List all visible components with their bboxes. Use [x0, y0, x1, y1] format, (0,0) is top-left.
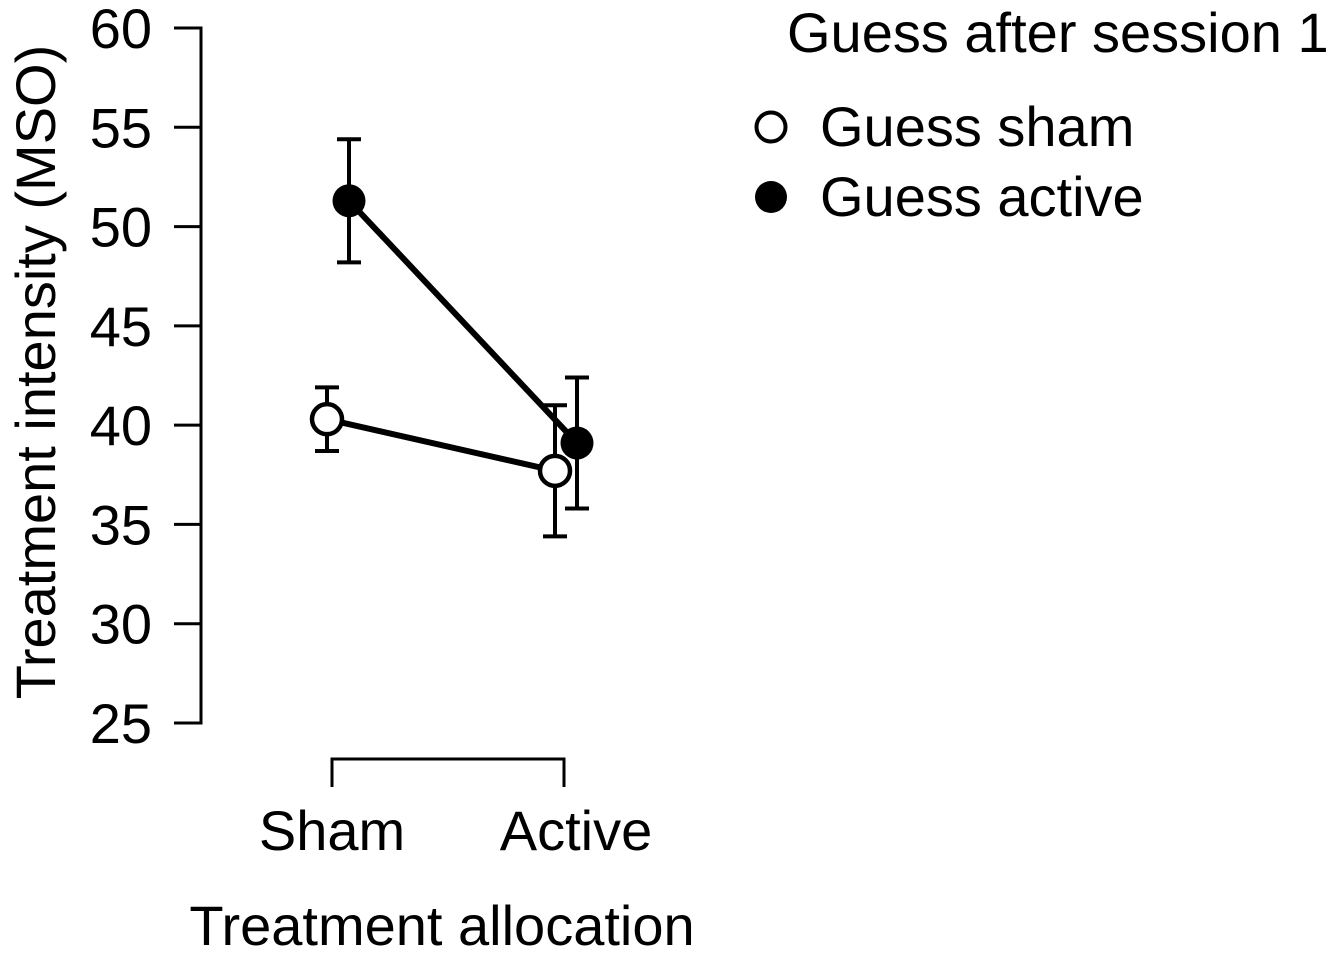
data-point-filled-circle [560, 426, 594, 460]
y-tick-label: 25 [90, 692, 152, 755]
x-category-label: Sham [259, 799, 405, 862]
data-point-open-circle [537, 453, 573, 489]
filled-circle-icon [755, 181, 787, 213]
x-category-label: Active [500, 799, 653, 862]
y-tick-label: 60 [90, 0, 152, 60]
x-axis-title: Treatment allocation [189, 894, 694, 957]
x-axis-bracket [330, 757, 566, 787]
legend-entry-guess-sham: Guess sham [754, 99, 1134, 155]
legend-title: Guess after session 1 [787, 1, 1329, 64]
y-tick-label: 45 [90, 295, 152, 358]
open-circle-icon [754, 110, 788, 144]
y-axis-title: Treatment intensity (MSO) [4, 45, 67, 700]
y-tick-label: 50 [90, 196, 152, 259]
data-point-open-circle [309, 401, 345, 437]
y-tick-label: 40 [90, 394, 152, 457]
legend-label-guess-sham: Guess sham [820, 95, 1135, 158]
y-tick-label: 55 [90, 96, 152, 159]
legend-entry-guess-active: Guess active [754, 169, 1144, 225]
series-line [346, 198, 580, 446]
data-point-filled-circle [332, 184, 366, 218]
legend-label-guess-active: Guess active [820, 165, 1144, 228]
series-line [326, 416, 556, 474]
y-tick-label: 30 [90, 593, 152, 656]
y-tick-label: 35 [90, 493, 152, 556]
